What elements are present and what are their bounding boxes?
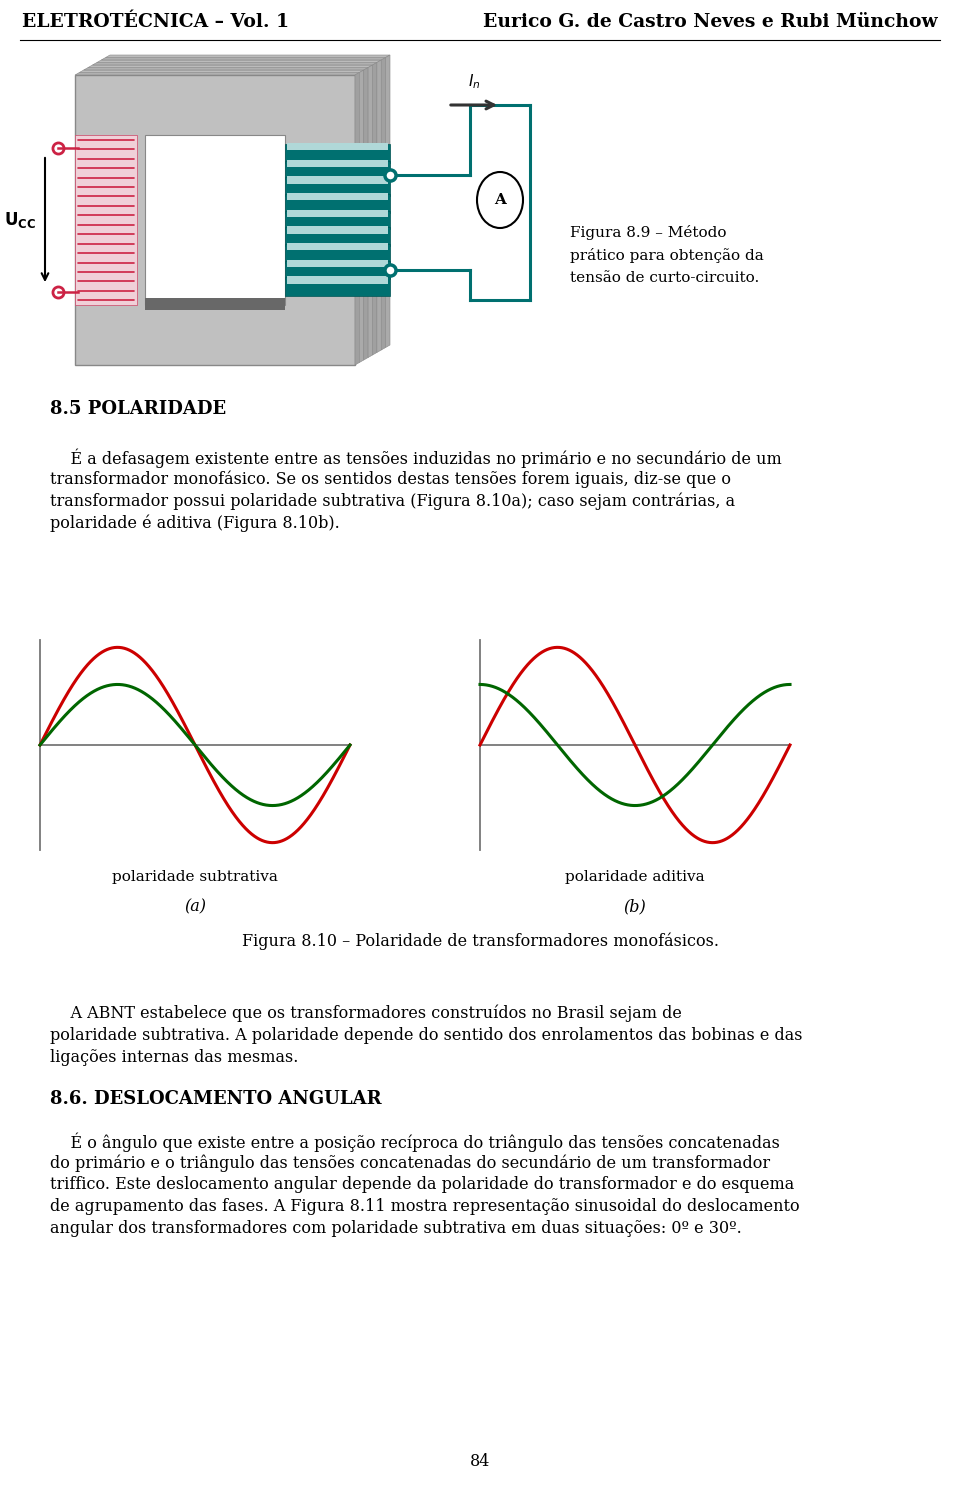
Text: É o ângulo que existe entre a posição recíproca do triângulo das tensões concate: É o ângulo que existe entre a posição re… xyxy=(50,1132,780,1151)
Text: de agrupamento das fases. A Figura 8.11 mostra representação sinusoidal do deslo: de agrupamento das fases. A Figura 8.11 … xyxy=(50,1198,800,1216)
Text: ELETROTÉCNICA – Vol. 1: ELETROTÉCNICA – Vol. 1 xyxy=(22,13,289,31)
Polygon shape xyxy=(92,63,377,64)
Polygon shape xyxy=(355,72,359,364)
Polygon shape xyxy=(97,60,381,63)
Text: Eurico G. de Castro Neves e Rubi Münchow: Eurico G. de Castro Neves e Rubi Münchow xyxy=(484,13,938,31)
Polygon shape xyxy=(381,57,386,349)
Polygon shape xyxy=(80,70,364,72)
FancyBboxPatch shape xyxy=(145,135,285,304)
Text: 8.5 POLARIDADE: 8.5 POLARIDADE xyxy=(50,400,227,418)
FancyBboxPatch shape xyxy=(287,276,388,283)
Polygon shape xyxy=(101,57,386,60)
FancyBboxPatch shape xyxy=(285,177,390,196)
Text: A ABNT estabelece que os transformadores construídos no Brasil sejam de: A ABNT estabelece que os transformadores… xyxy=(50,1004,682,1022)
Polygon shape xyxy=(359,70,364,363)
FancyBboxPatch shape xyxy=(287,142,388,150)
Polygon shape xyxy=(75,72,359,75)
FancyBboxPatch shape xyxy=(145,298,285,310)
Polygon shape xyxy=(106,55,390,57)
Text: prático para obtenção da: prático para obtenção da xyxy=(570,247,764,262)
FancyBboxPatch shape xyxy=(75,135,137,304)
Polygon shape xyxy=(88,64,372,67)
FancyBboxPatch shape xyxy=(285,160,390,180)
Text: 84: 84 xyxy=(469,1454,491,1471)
Text: angular dos transformadores com polaridade subtrativa em duas situações: 0º e 30: angular dos transformadores com polarida… xyxy=(50,1220,742,1237)
Text: (a): (a) xyxy=(184,898,206,914)
Text: transformador monofásico. Se os sentidos destas tensões forem iguais, diz-se que: transformador monofásico. Se os sentidos… xyxy=(50,471,731,487)
Text: polaridade é aditiva (Figura 8.10b).: polaridade é aditiva (Figura 8.10b). xyxy=(50,514,340,532)
Text: triffico. Este deslocamento angular depende da polaridade do transformador e do : triffico. Este deslocamento angular depe… xyxy=(50,1177,794,1193)
FancyBboxPatch shape xyxy=(285,244,390,262)
Text: $\mathbf{U_{CC}}$: $\mathbf{U_{CC}}$ xyxy=(4,210,36,229)
FancyBboxPatch shape xyxy=(285,261,390,279)
Text: $I_n$: $I_n$ xyxy=(468,72,480,91)
FancyBboxPatch shape xyxy=(285,144,390,163)
Text: polaridade aditiva: polaridade aditiva xyxy=(565,869,705,884)
Text: polaridade subtrativa. A polaridade depende do sentido dos enrolamentos das bobi: polaridade subtrativa. A polaridade depe… xyxy=(50,1027,803,1043)
FancyBboxPatch shape xyxy=(287,177,388,184)
Text: 8.6. DESLOCAMENTO ANGULAR: 8.6. DESLOCAMENTO ANGULAR xyxy=(50,1090,382,1108)
Polygon shape xyxy=(372,63,377,355)
FancyBboxPatch shape xyxy=(285,277,390,295)
Text: A: A xyxy=(494,193,506,207)
FancyBboxPatch shape xyxy=(287,160,388,166)
Text: Figura 8.9 – Método: Figura 8.9 – Método xyxy=(570,225,727,240)
FancyBboxPatch shape xyxy=(75,75,355,364)
Text: tensão de curto-circuito.: tensão de curto-circuito. xyxy=(570,271,759,285)
Polygon shape xyxy=(386,55,390,348)
FancyBboxPatch shape xyxy=(285,211,390,229)
Text: ligações internas das mesmas.: ligações internas das mesmas. xyxy=(50,1049,299,1066)
Polygon shape xyxy=(84,67,368,70)
FancyBboxPatch shape xyxy=(287,193,388,201)
Text: do primário e o triângulo das tensões concatenadas do secundário de um transform: do primário e o triângulo das tensões co… xyxy=(50,1154,770,1172)
FancyBboxPatch shape xyxy=(287,259,388,267)
Text: (b): (b) xyxy=(624,898,646,914)
Ellipse shape xyxy=(477,172,523,228)
Text: polaridade subtrativa: polaridade subtrativa xyxy=(112,869,278,884)
Polygon shape xyxy=(377,60,381,352)
Text: Figura 8.10 – Polaridade de transformadores monofásicos.: Figura 8.10 – Polaridade de transformado… xyxy=(242,932,718,949)
FancyBboxPatch shape xyxy=(287,243,388,250)
FancyBboxPatch shape xyxy=(287,210,388,217)
Text: transformador possui polaridade subtrativa (Figura 8.10a); caso sejam contrárias: transformador possui polaridade subtrati… xyxy=(50,492,735,510)
FancyBboxPatch shape xyxy=(285,228,390,246)
Text: É a defasagem existente entre as tensões induzidas no primário e no secundário d: É a defasagem existente entre as tensões… xyxy=(50,448,781,468)
Polygon shape xyxy=(368,64,372,357)
FancyBboxPatch shape xyxy=(287,226,388,234)
Polygon shape xyxy=(364,67,368,360)
FancyBboxPatch shape xyxy=(285,193,390,213)
